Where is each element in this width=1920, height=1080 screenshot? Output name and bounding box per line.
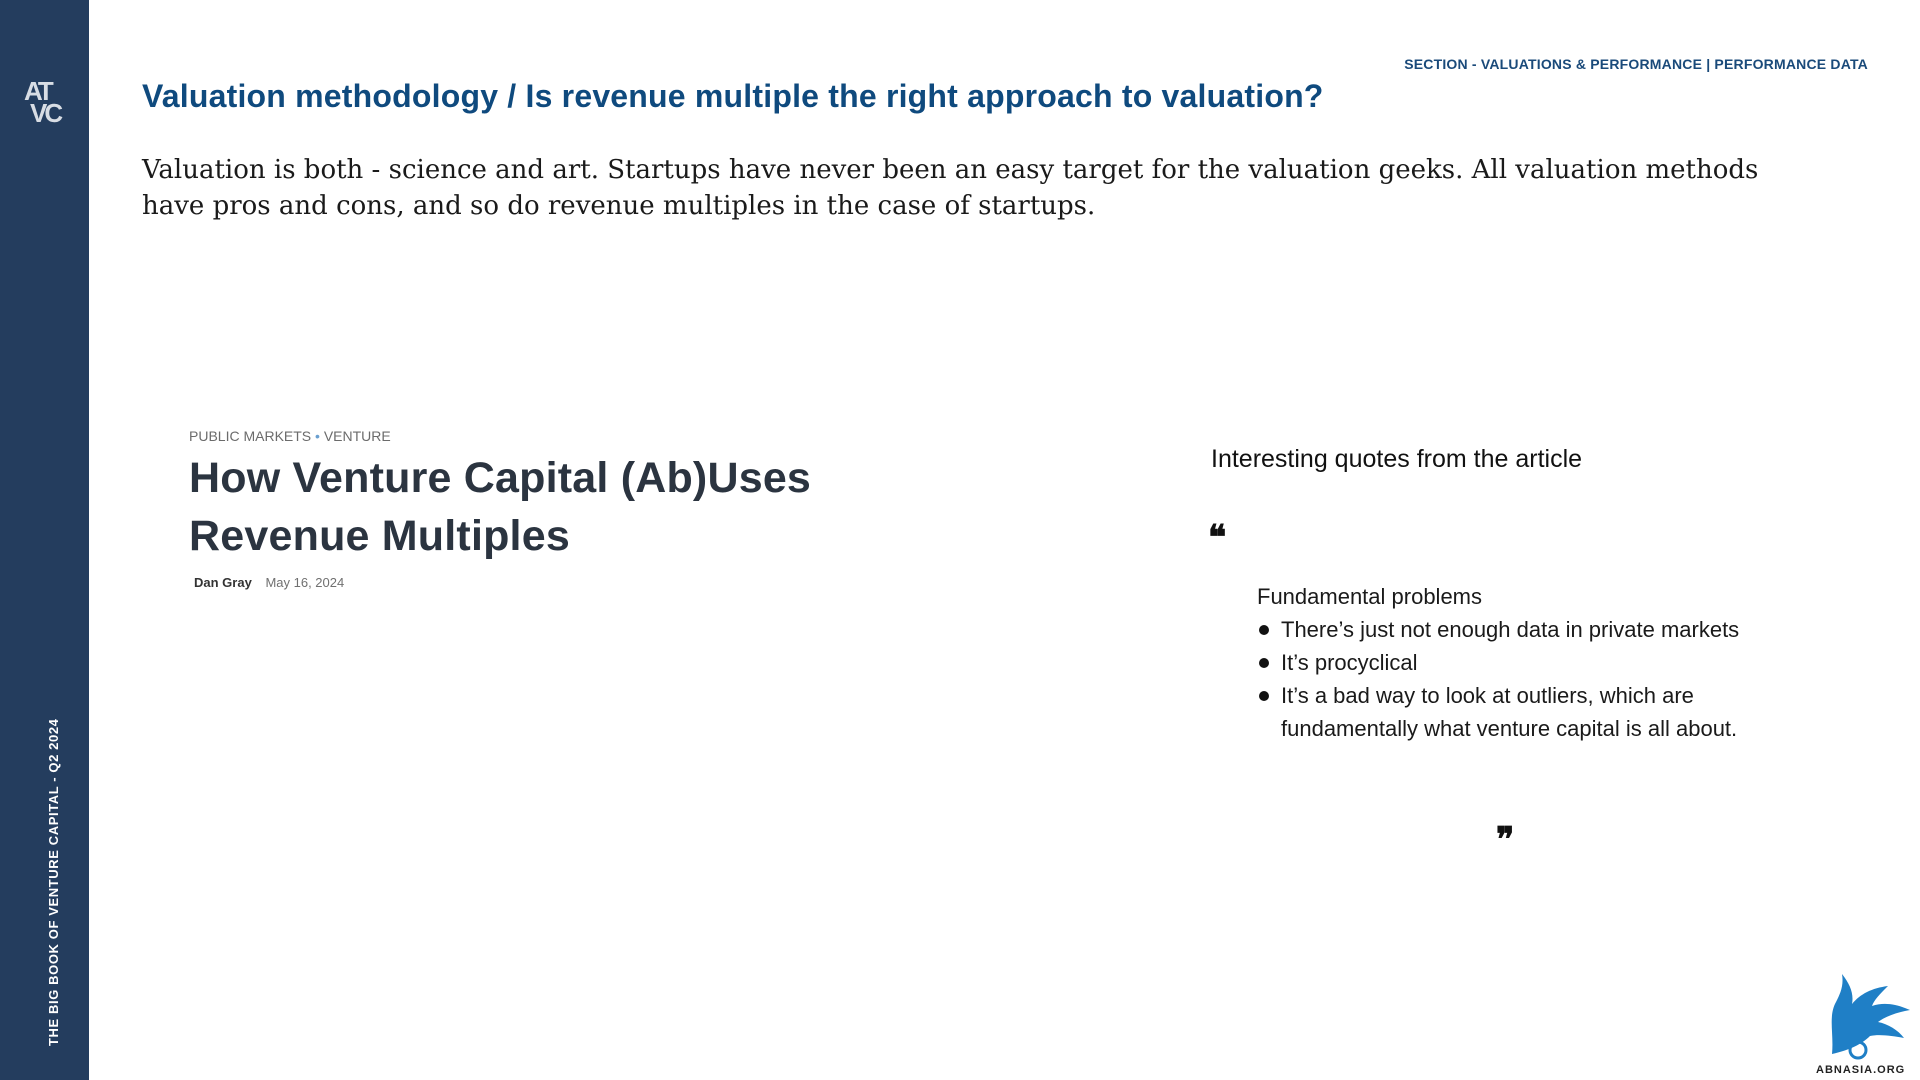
quote-item: It’s procyclical	[1257, 646, 1817, 679]
logo-line-2: VC	[30, 98, 63, 128]
atvc-logo: AT VC	[22, 76, 63, 128]
quote-item: It’s a bad way to look at outliers, whic…	[1257, 679, 1817, 745]
open-quote-icon: ❝	[1208, 518, 1227, 558]
article-screenshot: PUBLIC MARKETS • VENTURE How Venture Cap…	[189, 425, 949, 605]
watermark-text: ABNASIA.ORG	[1816, 1064, 1906, 1076]
intro-paragraph: Valuation is both - science and art. Sta…	[142, 155, 1759, 221]
category-separator: •	[315, 428, 320, 444]
article-category: PUBLIC MARKETS • VENTURE	[189, 428, 391, 444]
book-title-vertical: THE BIG BOOK OF VENTURE CAPITAL - Q2 202…	[46, 718, 61, 1047]
quote-body: Fundamental problems There’s just not en…	[1257, 580, 1817, 745]
article-title: How Venture Capital (Ab)Uses Revenue Mul…	[189, 454, 812, 560]
quotes-heading: Interesting quotes from the article	[1211, 445, 1583, 473]
logo-line-1: AT	[24, 76, 54, 106]
close-quote-icon: ❞	[1496, 820, 1515, 860]
page-title: Valuation methodology / Is revenue multi…	[142, 78, 1324, 114]
quote-list: There’s just not enough data in private …	[1257, 613, 1817, 745]
sidebar: AT VC THE BIG BOOK OF VENTURE CAPITAL - …	[0, 0, 89, 1080]
section-label: SECTION - VALUATIONS & PERFORMANCE | PER…	[1404, 56, 1868, 72]
article-author: Dan Gray	[194, 575, 252, 590]
eagle-icon	[1831, 974, 1910, 1060]
article-meta: Dan Gray May 16, 2024	[194, 575, 344, 590]
article-category-public-markets: PUBLIC MARKETS	[189, 428, 312, 444]
abnasia-logo: ABNASIA.ORG	[1814, 964, 1918, 1076]
quote-lead: Fundamental problems	[1257, 584, 1483, 609]
article-category-venture: VENTURE	[323, 428, 391, 444]
article-date: May 16, 2024	[265, 575, 345, 590]
quote-item: There’s just not enough data in private …	[1257, 613, 1817, 646]
